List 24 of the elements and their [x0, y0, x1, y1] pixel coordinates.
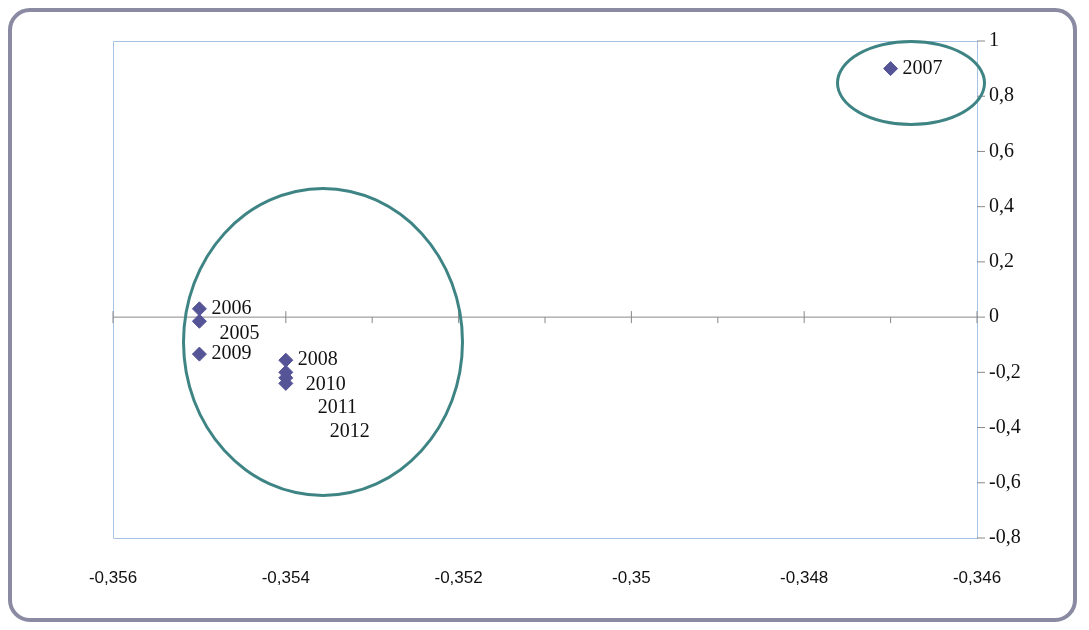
annotation: 2010: [305, 371, 346, 394]
y-tick-label: -0,8: [989, 525, 1021, 548]
x-tick-label: -0,352: [434, 567, 483, 587]
annotation: 2011: [317, 395, 358, 418]
x-tick-label: -0,354: [261, 567, 310, 587]
annotation: 2007: [902, 55, 943, 78]
annotation: 2009: [211, 341, 252, 364]
y-tick-label: -0,6: [989, 470, 1021, 493]
annotation: 2012: [329, 418, 370, 441]
y-tick-label: 0,6: [989, 138, 1014, 161]
x-tick-label: -0,348: [780, 567, 829, 587]
y-tick-label: 0,2: [989, 249, 1014, 272]
x-tick-label: -0,35: [612, 567, 651, 587]
y-tick-label: -0,2: [989, 359, 1021, 382]
y-tick-label: 0,4: [989, 193, 1014, 216]
annotation: 2005: [219, 320, 260, 343]
y-tick-label: 0,8: [989, 83, 1014, 106]
annotation: 2006: [211, 296, 252, 319]
x-tick-label: -0,346: [952, 567, 1002, 587]
x-tick-label: -0,356: [88, 567, 138, 587]
y-tick-label: 0: [989, 304, 999, 327]
y-tick-label: -0,4: [989, 414, 1021, 437]
y-tick-label: 1: [989, 28, 999, 51]
annotation: 2008: [297, 347, 338, 370]
